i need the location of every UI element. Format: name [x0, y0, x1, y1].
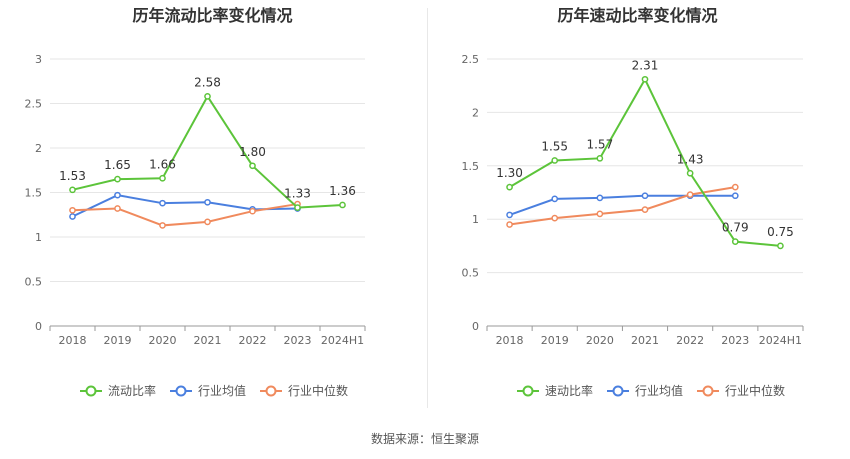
data-label: 2.31 — [632, 58, 659, 72]
y-tick-label: 2.5 — [25, 98, 43, 111]
data-label: 1.57 — [586, 137, 613, 151]
divider — [427, 8, 428, 408]
series-line-行业均值 — [72, 194, 298, 218]
data-label: 2.58 — [194, 75, 221, 89]
data-point — [114, 205, 121, 212]
data-point — [596, 154, 604, 162]
legend-label: 流动比率 — [108, 383, 156, 398]
data-point — [596, 210, 604, 218]
x-tick-label: 2024H1 — [321, 334, 364, 347]
data-point — [69, 186, 76, 194]
data-label: 1.33 — [284, 187, 311, 201]
x-tick-label: 2019 — [104, 334, 132, 347]
data-point — [641, 192, 649, 200]
data-point — [204, 93, 211, 100]
data-point — [114, 175, 121, 183]
chart-title: 历年速动比率变化情况 — [557, 6, 718, 25]
y-tick-label: 1.5 — [25, 187, 43, 200]
y-tick-label: 2 — [35, 142, 42, 155]
legend-label: 速动比率 — [545, 383, 593, 398]
data-point — [114, 191, 121, 199]
data-source: 数据来源：恒生聚源 — [370, 432, 479, 446]
x-tick-label: 2022 — [676, 334, 704, 347]
y-tick-label: 1.5 — [462, 160, 480, 173]
y-tick-label: 0.5 — [462, 267, 480, 280]
chart-svg: 0 0.5 1 1.5 2 2.5 3 2018 2019 2020 2021 2022 2023 202… — [25, 53, 366, 398]
data-point — [159, 222, 166, 229]
data-label: 1.66 — [149, 157, 176, 171]
data-label: 1.30 — [496, 166, 523, 180]
data-label: 1.55 — [541, 139, 568, 153]
x-tick-label: 2023 — [284, 334, 312, 347]
data-point — [731, 238, 739, 245]
data-point — [551, 195, 559, 203]
data-point — [159, 199, 166, 207]
data-point — [551, 214, 559, 222]
data-point — [686, 191, 694, 198]
x-tick-label: 2018 — [496, 334, 524, 347]
chart-svg: 0 0.5 1 1.5 2 2.5 2018 2019 2020 2021 2022 2023 2024… — [462, 53, 804, 398]
series-line-行业中位数 — [509, 186, 736, 226]
x-tick-label: 2020 — [586, 334, 614, 347]
data-point — [777, 242, 784, 250]
data-label: 0.79 — [722, 221, 749, 235]
data-point — [69, 213, 76, 220]
legend-label: 行业中位数 — [288, 383, 348, 398]
y-tick-label: 3 — [35, 53, 42, 66]
data-label: 1.80 — [239, 145, 266, 159]
legend-marker — [702, 385, 714, 397]
x-tick-label: 2022 — [239, 334, 267, 347]
legend-marker — [522, 385, 534, 397]
y-tick-label: 0.5 — [25, 276, 43, 289]
data-point — [249, 162, 256, 170]
data-point — [294, 204, 301, 211]
data-point — [506, 211, 513, 219]
data-point — [339, 201, 346, 209]
x-tick-label: 2021 — [631, 334, 659, 347]
y-tick-label: 1 — [472, 213, 479, 226]
y-tick-label: 2 — [472, 106, 479, 119]
series-line-行业均值 — [509, 194, 736, 216]
y-tick-label: 1 — [35, 231, 42, 244]
data-point — [159, 174, 166, 182]
data-label: 0.75 — [767, 225, 794, 239]
data-point — [686, 169, 694, 177]
legend-marker — [85, 385, 97, 397]
data-label: 1.43 — [677, 152, 704, 166]
legend-marker — [612, 385, 624, 397]
x-tick-label: 2024H1 — [759, 334, 802, 347]
y-tick-label: 0 — [472, 320, 479, 333]
data-point — [731, 192, 739, 200]
x-tick-label: 2020 — [149, 334, 177, 347]
x-tick-label: 2018 — [59, 334, 87, 347]
data-label: 1.53 — [59, 169, 86, 183]
data-point — [506, 183, 513, 191]
legend-marker — [175, 385, 187, 397]
data-point — [204, 218, 211, 226]
legend-label: 行业均值 — [635, 383, 683, 398]
data-point — [551, 157, 559, 164]
y-tick-label: 2.5 — [462, 53, 480, 66]
data-point — [641, 206, 649, 213]
quick-ratio-chart: 历年速动比率变化情况 0 0.5 1 1.5 2 2.5 2018 2019 2020 2021 2… — [425, 0, 850, 420]
chart-title: 历年流动比率变化情况 — [132, 6, 293, 25]
data-label: 1.36 — [329, 184, 356, 198]
data-label: 1.65 — [104, 158, 131, 172]
data-point — [596, 194, 604, 202]
data-point — [249, 207, 256, 215]
data-point — [69, 206, 76, 214]
data-point — [204, 198, 211, 206]
data-point — [731, 183, 739, 191]
legend-label: 行业中位数 — [725, 383, 785, 398]
data-point — [641, 75, 649, 83]
current-ratio-chart: 历年流动比率变化情况 0 0.5 1 1.5 2 2.5 3 2018 2019 2020 2021… — [0, 0, 425, 420]
data-point — [506, 221, 513, 228]
y-tick-label: 0 — [35, 320, 42, 333]
x-tick-label: 2021 — [194, 334, 222, 347]
series-line-行业中位数 — [72, 203, 298, 227]
x-tick-label: 2023 — [721, 334, 749, 347]
legend-label: 行业均值 — [198, 383, 246, 398]
legend-marker — [265, 385, 277, 397]
x-tick-label: 2019 — [541, 334, 569, 347]
